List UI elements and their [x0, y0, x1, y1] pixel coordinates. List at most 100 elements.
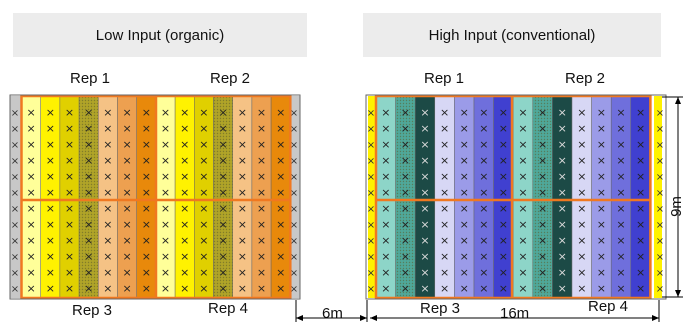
high-plant-marker: × [636, 266, 645, 279]
high-field-outline [365, 94, 667, 300]
low-plant-marker: × [199, 218, 208, 231]
high-plant-marker: × [420, 282, 429, 295]
high-plant-marker: × [616, 234, 625, 247]
high-edge-marker: × [656, 204, 664, 215]
low-plant-marker: × [238, 154, 247, 167]
low-plant-marker: × [142, 122, 151, 135]
high-plant-marker: × [499, 282, 508, 295]
high-plant-marker: × [460, 170, 469, 183]
low-plant-marker: × [103, 266, 112, 279]
low-plant-marker: × [122, 218, 131, 231]
high-plant-marker: × [499, 234, 508, 247]
low-plant-marker: × [180, 266, 189, 279]
low-plant-marker: × [122, 122, 131, 135]
high-plant-marker: × [499, 138, 508, 151]
low-plant-marker: × [238, 266, 247, 279]
high-plant-marker: × [460, 250, 469, 263]
high-plant-marker: × [538, 218, 547, 231]
low-plant-marker: × [122, 106, 131, 119]
high-plant-marker: × [558, 282, 567, 295]
high-plant-marker: × [518, 138, 527, 151]
low-edge-marker: × [290, 108, 298, 119]
low-rep-border [20, 94, 292, 300]
high-plant-marker: × [440, 170, 449, 183]
low-plant-marker: × [84, 266, 93, 279]
high-plant-marker: × [518, 186, 527, 199]
low-plant-marker: × [122, 234, 131, 247]
low-plant-marker: × [257, 202, 266, 215]
high-plant-marker: × [616, 138, 625, 151]
low-plant-marker: × [276, 154, 285, 167]
high-plant-marker: × [577, 138, 586, 151]
low-plant-marker: × [257, 170, 266, 183]
high-plant-marker: × [479, 282, 488, 295]
low-plant-marker: × [26, 106, 35, 119]
low-edge-marker: × [11, 108, 19, 119]
high-plant-marker: × [616, 250, 625, 263]
high-plant-marker: × [420, 186, 429, 199]
high-plant-marker: × [636, 106, 645, 119]
low-rep3-label: Rep 3 [72, 302, 113, 319]
low-plant-marker: × [103, 186, 112, 199]
low-plant-marker: × [180, 202, 189, 215]
high-plant-marker: × [499, 154, 508, 167]
high-plant-marker: × [636, 122, 645, 135]
low-plant-marker: × [65, 266, 74, 279]
low-plant-marker: × [65, 282, 74, 295]
high-edge-marker: × [367, 188, 375, 199]
low-plant-marker: × [199, 170, 208, 183]
low-plant-marker: × [218, 266, 227, 279]
low-plant-marker: × [257, 106, 266, 119]
high-plant-marker: × [636, 234, 645, 247]
low-plant-marker: × [180, 218, 189, 231]
high-plant-marker: × [460, 122, 469, 135]
high-plant-marker: × [440, 218, 449, 231]
low-plant-marker: × [276, 170, 285, 183]
low-plant-marker: × [161, 250, 170, 263]
high-plant-marker: × [499, 250, 508, 263]
low-plant-marker: × [276, 218, 285, 231]
low-plant-marker: × [199, 186, 208, 199]
low-plant-marker: × [161, 170, 170, 183]
low-plant-marker: × [103, 218, 112, 231]
low-field-outline [9, 94, 301, 300]
high-edge-marker: × [367, 140, 375, 151]
high-plant-marker: × [577, 202, 586, 215]
low-plant-marker: × [26, 234, 35, 247]
low-plant-marker: × [180, 170, 189, 183]
low-plant-marker: × [84, 154, 93, 167]
low-plant-marker: × [161, 106, 170, 119]
low-plant-marker: × [84, 186, 93, 199]
low-plant-marker: × [26, 266, 35, 279]
low-plant-marker: × [276, 282, 285, 295]
low-plant-marker: × [257, 122, 266, 135]
high-plant-marker: × [499, 218, 508, 231]
high-plant-marker: × [518, 266, 527, 279]
low-plant-marker: × [218, 106, 227, 119]
high-plant-marker: × [577, 218, 586, 231]
low-plant-marker: × [65, 138, 74, 151]
high-plant-marker: × [420, 218, 429, 231]
low-plant-marker: × [46, 186, 55, 199]
high-edge-marker: × [367, 236, 375, 247]
high-plant-marker: × [479, 106, 488, 119]
high-plant-marker: × [401, 122, 410, 135]
low-plant-marker: × [84, 138, 93, 151]
high-plant-marker: × [460, 266, 469, 279]
low-plant-marker: × [218, 250, 227, 263]
high-field-grid: × × × × × × × × × × × × × × × × × × × × × × × × × × × × × × × × × × × × × × × ×… [365, 94, 667, 300]
low-plant-marker: × [46, 282, 55, 295]
high-plant-marker: × [479, 218, 488, 231]
low-plant-marker: × [161, 234, 170, 247]
high-plant-marker: × [479, 234, 488, 247]
high-edge-marker: × [656, 172, 664, 183]
high-edge-marker: × [656, 268, 664, 279]
high-plant-marker: × [616, 122, 625, 135]
low-edge-marker: × [11, 284, 19, 295]
high-plant-marker: × [381, 138, 390, 151]
high-plant-marker: × [401, 170, 410, 183]
high-plant-marker: × [616, 170, 625, 183]
high-plant-marker: × [538, 282, 547, 295]
high-plant-marker: × [420, 202, 429, 215]
